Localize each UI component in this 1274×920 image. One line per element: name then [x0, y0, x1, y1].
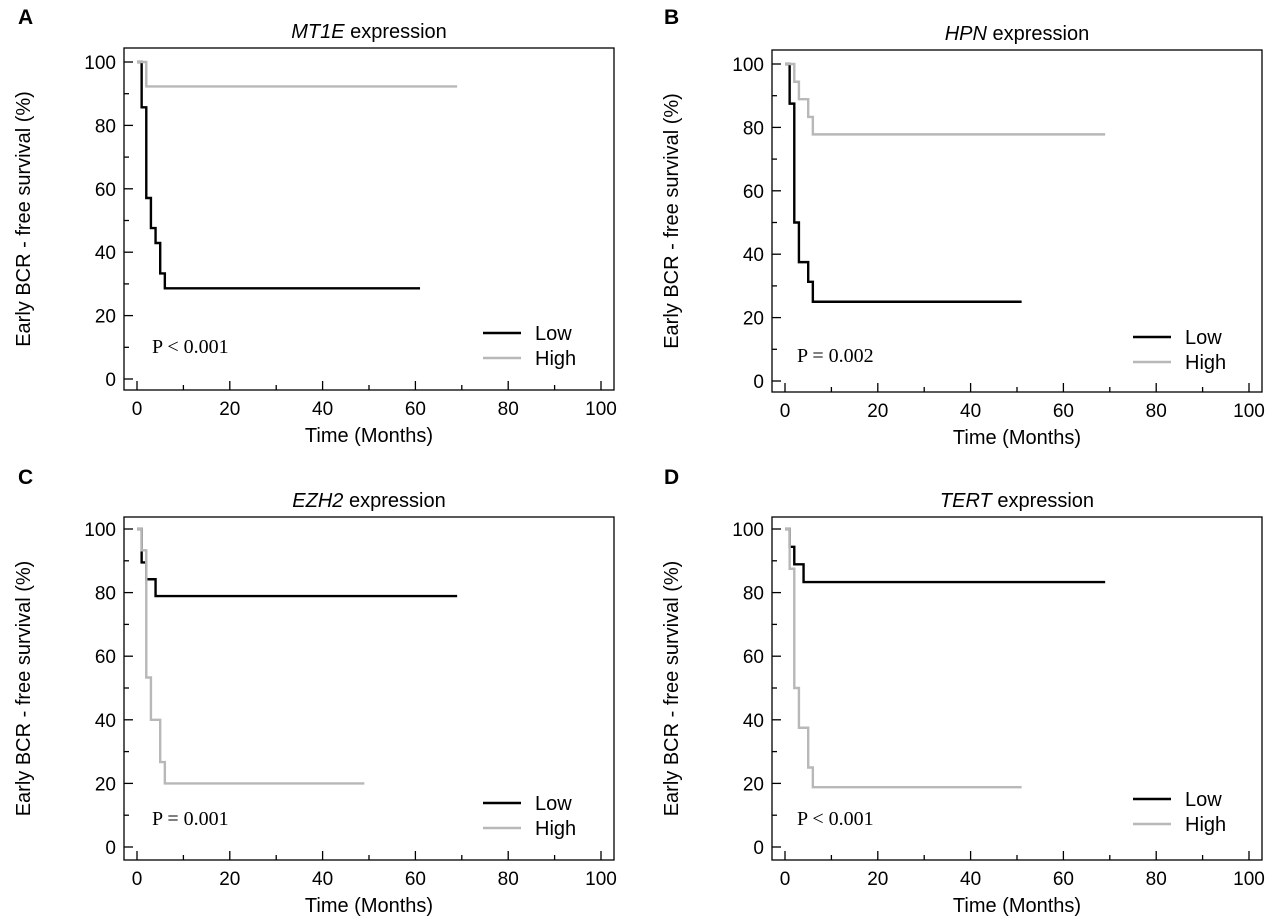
panel-letter: A — [18, 6, 33, 29]
x-tick-label: 0 — [132, 869, 143, 890]
x-tick-label: 60 — [1053, 401, 1074, 422]
km-curve-high — [785, 527, 1022, 789]
legend-label-low: Low — [1185, 789, 1222, 811]
y-tick-label: 40 — [95, 711, 116, 732]
title-rest: expression — [987, 23, 1089, 45]
x-tick-label: 40 — [312, 399, 333, 420]
panel-a: A MT1E expression 0 20 40 60 80 100 0 20 40 60 80 100… — [13, 6, 617, 447]
y-axis-label: Early BCR - free survival (%) — [13, 561, 35, 817]
title-gene: TERT — [940, 490, 994, 512]
y-tick-label: 80 — [95, 584, 116, 605]
title-rest: expression — [992, 490, 1094, 512]
km-curve-low — [785, 527, 1106, 584]
x-tick-label: 40 — [312, 869, 333, 890]
y-tick-label: 100 — [732, 520, 764, 541]
legend-label-low: Low — [535, 323, 572, 345]
legend-label-low: Low — [535, 793, 572, 815]
km-curve-low — [137, 60, 421, 290]
y-tick-label: 0 — [753, 372, 764, 393]
x-tick-label: 80 — [1146, 401, 1167, 422]
chart-title: HPN expression — [945, 23, 1090, 45]
panel-c: C EZH2 expression 0 20 40 60 80 100 0 20 40 60 80 100… — [13, 466, 617, 917]
x-tick-label: 0 — [780, 869, 791, 890]
y-axis-label: Early BCR - free survival (%) — [13, 91, 35, 347]
x-tick-label: 40 — [960, 869, 981, 890]
y-tick-label: 60 — [743, 182, 764, 203]
x-tick-label: 80 — [498, 399, 519, 420]
x-axis-label: Time (Months) — [953, 895, 1081, 917]
km-curve-low — [137, 527, 458, 598]
y-tick-label: 0 — [105, 370, 116, 391]
legend-label-high: High — [1185, 814, 1226, 836]
panel-d: D TERT expression 0 20 40 60 80 100 0 20 40 60 80 100… — [661, 466, 1265, 917]
y-axis-label: Early BCR - free survival (%) — [661, 561, 683, 817]
legend-label-high: High — [535, 348, 576, 370]
km-curve-high — [137, 527, 365, 785]
x-tick-label: 0 — [132, 399, 143, 420]
x-axis-label: Time (Months) — [953, 427, 1081, 449]
x-tick-label: 20 — [219, 869, 240, 890]
x-axis-label: Time (Months) — [305, 425, 433, 447]
y-tick-label: 40 — [95, 243, 116, 264]
km-curve-low — [785, 62, 1022, 303]
x-tick-label: 60 — [1053, 869, 1074, 890]
y-tick-label: 100 — [84, 520, 116, 541]
y-tick-label: 60 — [743, 647, 764, 668]
y-tick-label: 60 — [95, 647, 116, 668]
x-tick-label: 40 — [960, 401, 981, 422]
y-tick-label: 20 — [743, 774, 764, 795]
panel-letter: B — [664, 6, 679, 29]
x-tick-label: 80 — [498, 869, 519, 890]
x-tick-label: 100 — [1233, 869, 1265, 890]
y-tick-label: 80 — [743, 118, 764, 139]
y-tick-label: 100 — [84, 53, 116, 74]
legend-label-low: Low — [1185, 327, 1222, 349]
p-value: P < 0.001 — [152, 336, 229, 358]
legend-label-high: High — [535, 818, 576, 840]
y-tick-label: 0 — [105, 838, 116, 859]
panel-letter: D — [664, 466, 679, 489]
y-tick-label: 20 — [95, 307, 116, 328]
x-tick-label: 20 — [867, 869, 888, 890]
x-tick-label: 60 — [405, 399, 426, 420]
y-axis-label: Early BCR - free survival (%) — [661, 93, 683, 349]
chart-title: MT1E expression — [291, 21, 447, 43]
x-tick-label: 60 — [405, 869, 426, 890]
x-tick-label: 0 — [780, 401, 791, 422]
p-value: P = 0.002 — [797, 345, 874, 367]
y-tick-label: 0 — [753, 838, 764, 859]
title-gene: MT1E — [291, 21, 345, 43]
x-tick-label: 100 — [1233, 401, 1265, 422]
y-tick-label: 40 — [743, 245, 764, 266]
y-tick-label: 80 — [743, 584, 764, 605]
y-tick-label: 60 — [95, 180, 116, 201]
legend-label-high: High — [1185, 352, 1226, 374]
chart-title: TERT expression — [940, 490, 1094, 512]
y-tick-label: 20 — [95, 774, 116, 795]
chart-title: EZH2 expression — [292, 490, 445, 512]
x-tick-label: 100 — [585, 869, 617, 890]
x-tick-label: 20 — [219, 399, 240, 420]
x-axis-label: Time (Months) — [305, 895, 433, 917]
km-curve-high — [785, 62, 1106, 136]
y-tick-label: 20 — [743, 309, 764, 330]
p-value: P = 0.001 — [152, 808, 229, 830]
x-tick-label: 80 — [1146, 869, 1167, 890]
title-rest: expression — [345, 21, 447, 43]
y-tick-label: 40 — [743, 711, 764, 732]
y-tick-label: 100 — [732, 55, 764, 76]
title-gene: HPN — [945, 23, 988, 45]
title-rest: expression — [343, 490, 445, 512]
km-curve-high — [137, 60, 458, 88]
title-gene: EZH2 — [292, 490, 343, 512]
x-tick-label: 20 — [867, 401, 888, 422]
panel-b: B HPN expression 0 20 40 60 80 100 0 20 40 60 80 100 T… — [661, 6, 1265, 449]
x-tick-label: 100 — [585, 399, 617, 420]
y-tick-label: 80 — [95, 116, 116, 137]
p-value: P < 0.001 — [797, 808, 874, 830]
panel-letter: C — [18, 466, 33, 489]
